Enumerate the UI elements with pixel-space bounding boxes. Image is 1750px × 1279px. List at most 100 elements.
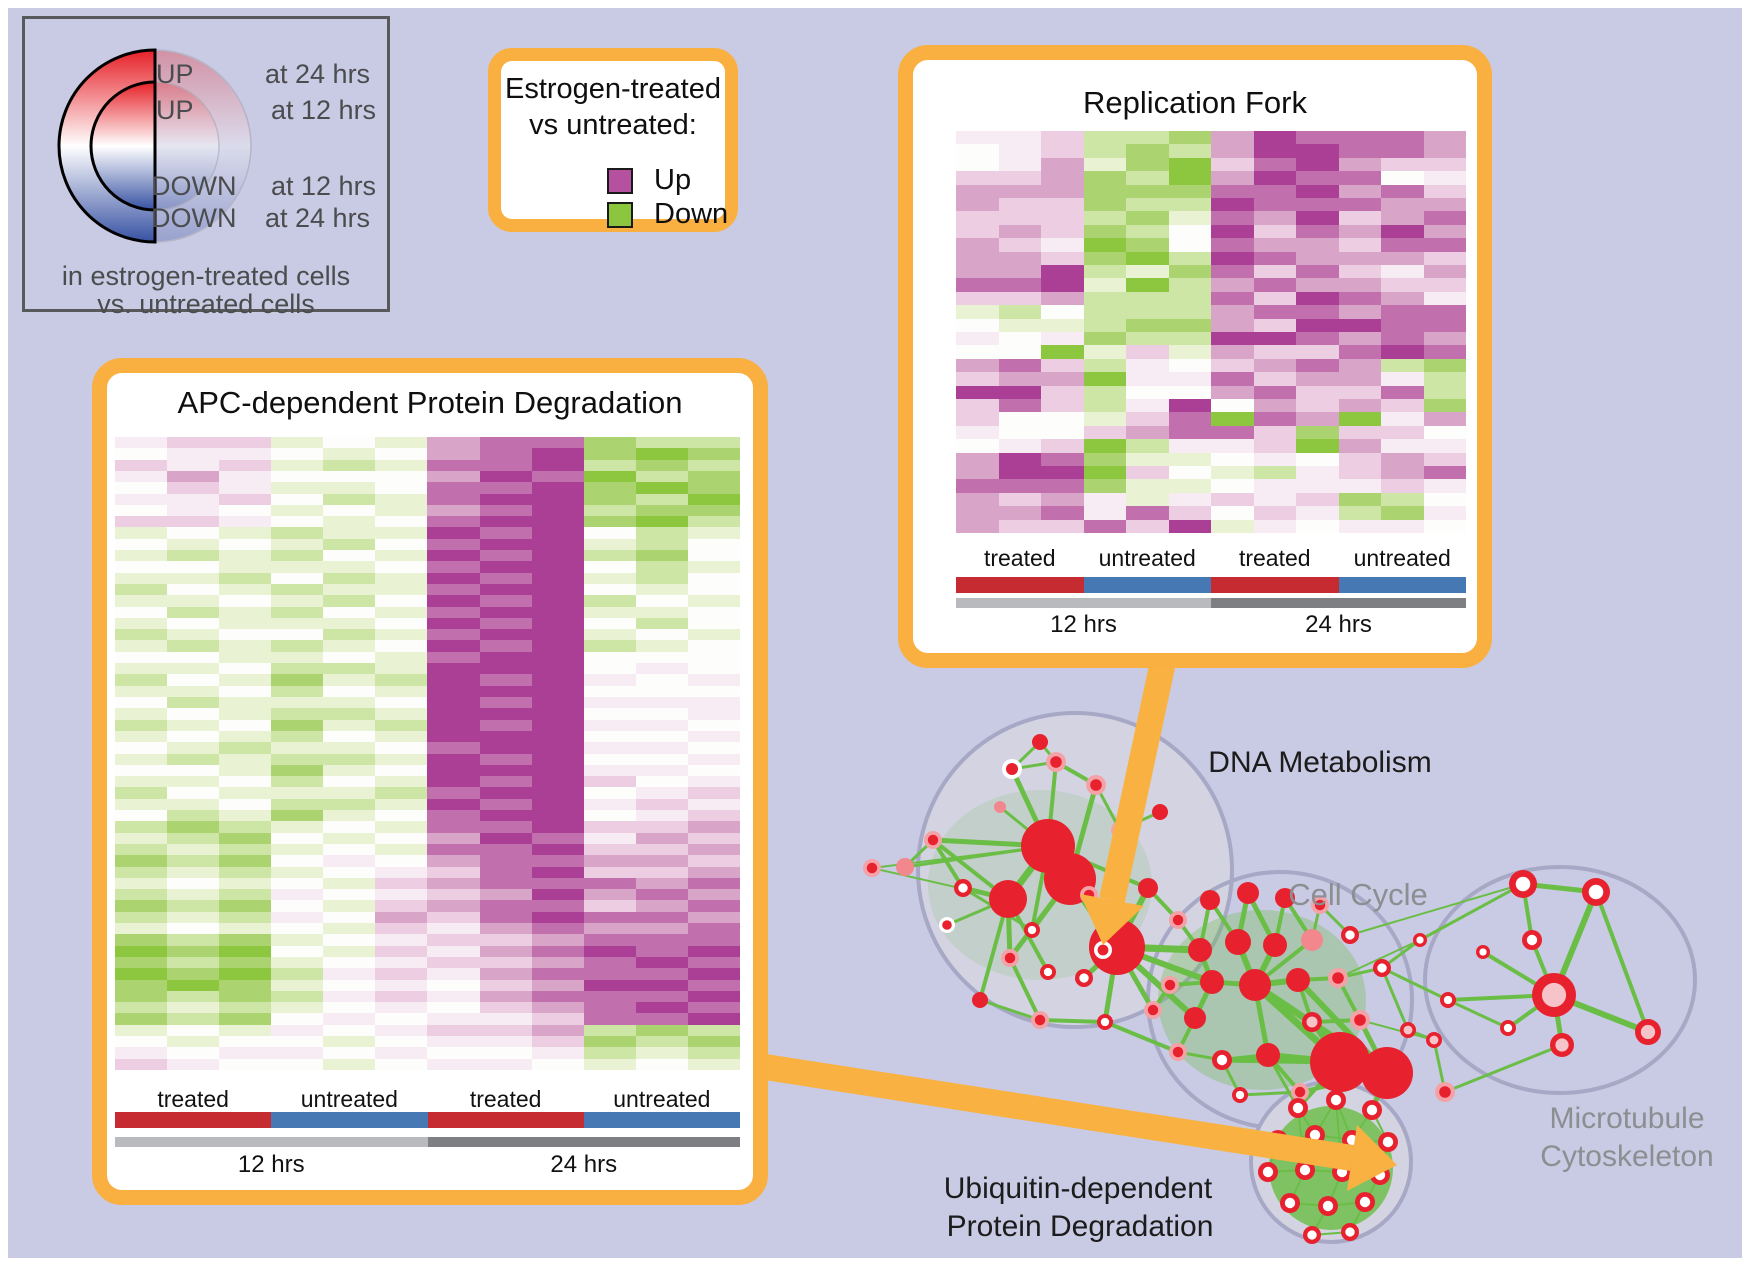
heatmap-cell: [635, 866, 688, 878]
heatmap-cell: [1126, 318, 1169, 332]
heatmap-cell: [323, 516, 376, 528]
heatmap-cell: [479, 448, 532, 460]
treated-bar: [956, 577, 1084, 593]
heatmap-cell: [1338, 465, 1381, 480]
heatmap-cell: [1423, 345, 1466, 359]
network-node-solid: [1138, 878, 1158, 898]
heatmap-cell: [583, 482, 636, 494]
heatmap-cell: [1083, 506, 1126, 520]
heatmap-cell: [1041, 345, 1084, 359]
heatmap-cell: [115, 583, 168, 596]
heatmap-cell: [271, 1036, 324, 1048]
heatmap-cell: [167, 1024, 220, 1037]
heatmap-cell: [1381, 291, 1424, 306]
heatmap-cell: [115, 866, 168, 878]
heatmap-cell: [1168, 318, 1211, 332]
heatmap-cell: [427, 877, 480, 890]
heatmap-cell: [219, 719, 272, 731]
heatmap-cell: [1083, 385, 1126, 399]
heatmap-cell: [167, 572, 220, 584]
heatmap-cell: [956, 238, 999, 252]
heatmap-cell: [635, 459, 688, 471]
heatmap-cell: [687, 527, 740, 539]
network-node-white-core: [1299, 1164, 1311, 1176]
heatmap-cell: [115, 945, 168, 957]
heatmap-cell: [531, 1036, 584, 1048]
heatmap-cell: [583, 504, 636, 517]
heatmap-cell: [375, 934, 428, 946]
heatmap-cell: [479, 979, 532, 991]
heatmap-cell: [167, 550, 220, 562]
heatmap-cell: [479, 911, 532, 924]
heatmap-cell: [115, 674, 168, 686]
heatmap-cell: [115, 843, 168, 856]
heatmap-cell: [531, 482, 584, 494]
heatmap-cell: [115, 968, 168, 980]
heatmap-cell: [271, 821, 324, 833]
heatmap-cell: [479, 1047, 532, 1059]
heatmap-cell: [1338, 211, 1381, 225]
heatmap-cell: [219, 470, 272, 483]
heatmap-cell: [687, 956, 740, 969]
heatmap-cell: [1423, 224, 1466, 239]
heatmap-cell: [1211, 184, 1254, 198]
heatmap-cell: [375, 629, 428, 641]
heatmap-cell: [583, 696, 636, 709]
heatmap-cell: [271, 504, 324, 517]
heatmap-cell: [687, 877, 740, 890]
down-label: Down: [654, 198, 729, 230]
network-node-core: [942, 920, 952, 930]
heatmap-cell: [583, 629, 636, 641]
heatmap-cell: [1126, 278, 1169, 292]
heatmap-cell: [427, 459, 480, 471]
heatmap-cell: [1041, 506, 1084, 520]
heatmap-cell: [479, 742, 532, 754]
heatmap-cell: [271, 719, 324, 731]
heatmap-cell: [1126, 331, 1169, 346]
heatmap-cell: [1126, 425, 1169, 440]
heatmap-cell: [998, 238, 1041, 252]
heatmap-cell: [1126, 479, 1169, 493]
heatmap-cell: [1423, 291, 1466, 306]
ring-legend-dir-down12: DOWN: [151, 171, 237, 201]
heatmap-cell: [479, 663, 532, 675]
heatmap-cell: [687, 606, 740, 618]
heatmap-cell: [1083, 479, 1126, 493]
network-node-solid: [1256, 1043, 1280, 1067]
network-node-solid: [989, 880, 1027, 918]
replication-fork-title: Replication Fork: [1083, 85, 1307, 120]
heatmap-cell: [1296, 398, 1339, 413]
heatmap-cell: [956, 345, 999, 359]
network-node-solid: [1286, 968, 1310, 992]
heatmap-cell: [583, 855, 636, 867]
untreated-bar: [271, 1112, 428, 1128]
heatmap-cell: [635, 437, 688, 449]
heatmap-cell: [531, 832, 584, 844]
heatmap-cell: [375, 448, 428, 460]
heatmap-cell: [635, 956, 688, 969]
heatmap-cell: [375, 719, 428, 731]
heatmap-cell: [427, 640, 480, 652]
heatmap-cell: [115, 550, 168, 562]
heatmap-cell: [583, 979, 636, 991]
heatmap-cell: [635, 708, 688, 720]
heatmap-cell: [635, 1002, 688, 1014]
heatmap-cell: [1083, 197, 1126, 212]
heatmap-cell: [1381, 519, 1424, 533]
heatmap-cell: [323, 674, 376, 686]
heatmap-cell: [531, 934, 584, 946]
heatmap-cell: [956, 278, 999, 292]
heatmap-cell: [583, 595, 636, 607]
heatmap-cell: [167, 516, 220, 528]
group-label-untreated-12: untreated: [300, 1086, 398, 1112]
network-node-white-core: [1027, 925, 1037, 935]
heatmap-cell: [1338, 171, 1381, 185]
heatmap-cell: [427, 1002, 480, 1014]
heatmap-cell: [1296, 492, 1339, 507]
annotation-arrow-shaft: [718, 1047, 1354, 1171]
heatmap-cell: [635, 968, 688, 980]
heatmap-cell: [1296, 331, 1339, 346]
heatmap-cell: [531, 1058, 584, 1070]
heatmap-cell: [271, 753, 324, 765]
heatmap-cell: [115, 911, 168, 924]
